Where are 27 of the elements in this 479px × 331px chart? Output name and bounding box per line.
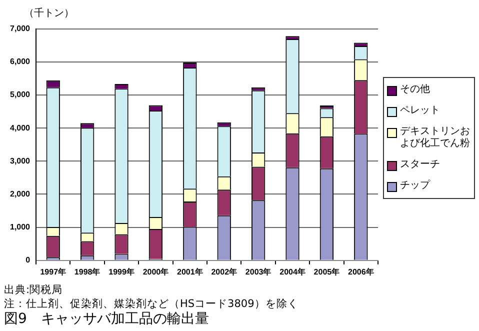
y-tick-label: 6,000 <box>10 57 31 66</box>
y-tick-label: 1,000 <box>10 222 31 232</box>
x-tick-label: 1999年 <box>108 267 134 276</box>
y-tick-label: 2,000 <box>10 189 31 198</box>
x-tick-label: 2006年 <box>348 267 374 276</box>
text: 注：仕上剤、促染剤、媒染剤など（HSコード3809）を除く <box>4 297 298 311</box>
y-tick-label: 3,000 <box>10 156 31 166</box>
y-tick-label: 5,000 <box>10 90 31 100</box>
y-axis-title: （千トン） <box>24 6 74 20</box>
x-tick-label: 2003年 <box>245 267 272 276</box>
text: 図9 キャッサバ加工品の輸出量 <box>4 311 210 328</box>
source-note: 出典:関税局 <box>4 283 64 297</box>
y-tick-label: 4,000 <box>10 123 31 132</box>
x-tick-label: 2000年 <box>142 267 169 276</box>
y-tick-label: 7,000 <box>10 24 31 34</box>
x-tick-label: 2001年 <box>177 267 203 276</box>
legend-label: デキストリンおよび化工でん粉 <box>400 126 471 150</box>
x-tick-label: 1997年 <box>40 267 66 276</box>
x-tick-label: 2005年 <box>314 267 340 276</box>
x-tick-label: 1998年 <box>74 267 100 276</box>
legend-label: その他 <box>400 84 430 96</box>
x-tick-label: 2002年 <box>211 267 238 276</box>
legend-label: チップ <box>400 180 430 192</box>
x-tick-label: 2004年 <box>280 267 306 276</box>
legend-label: スターチ <box>400 159 440 171</box>
y-tick-label: 0 <box>26 256 31 265</box>
legend-label: ペレット <box>400 105 440 117</box>
